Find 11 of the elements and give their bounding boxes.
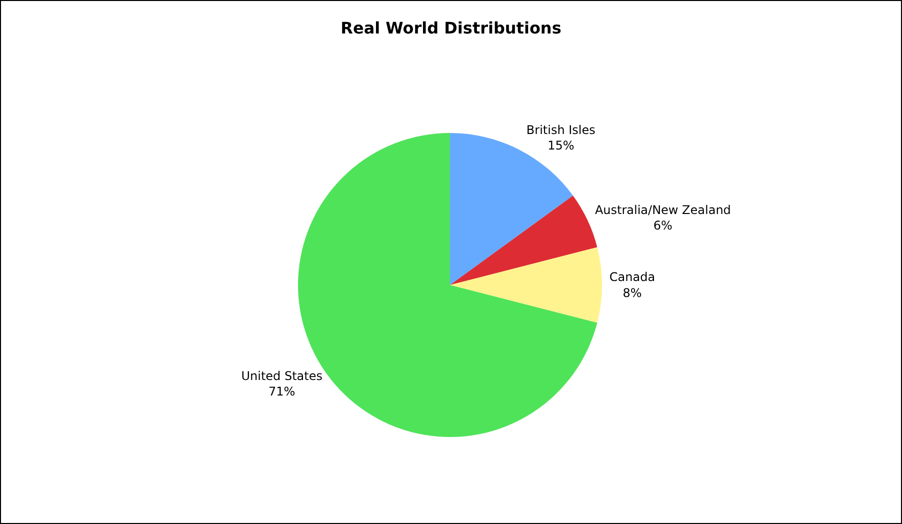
data-label: 6%	[653, 218, 672, 232]
pie-slice	[450, 247, 602, 323]
data-label: 8%	[622, 286, 642, 300]
data-label: 71%	[268, 384, 296, 399]
slice-label: Australia/New Zealand	[594, 202, 731, 217]
data-label: 15%	[548, 138, 574, 153]
pie-slice	[450, 133, 573, 285]
slice-label: United States	[241, 368, 322, 383]
slice-label: Canada	[609, 270, 656, 284]
chart-title: Real World Distributions	[340, 18, 562, 38]
slice-label: British Isles	[526, 123, 596, 138]
